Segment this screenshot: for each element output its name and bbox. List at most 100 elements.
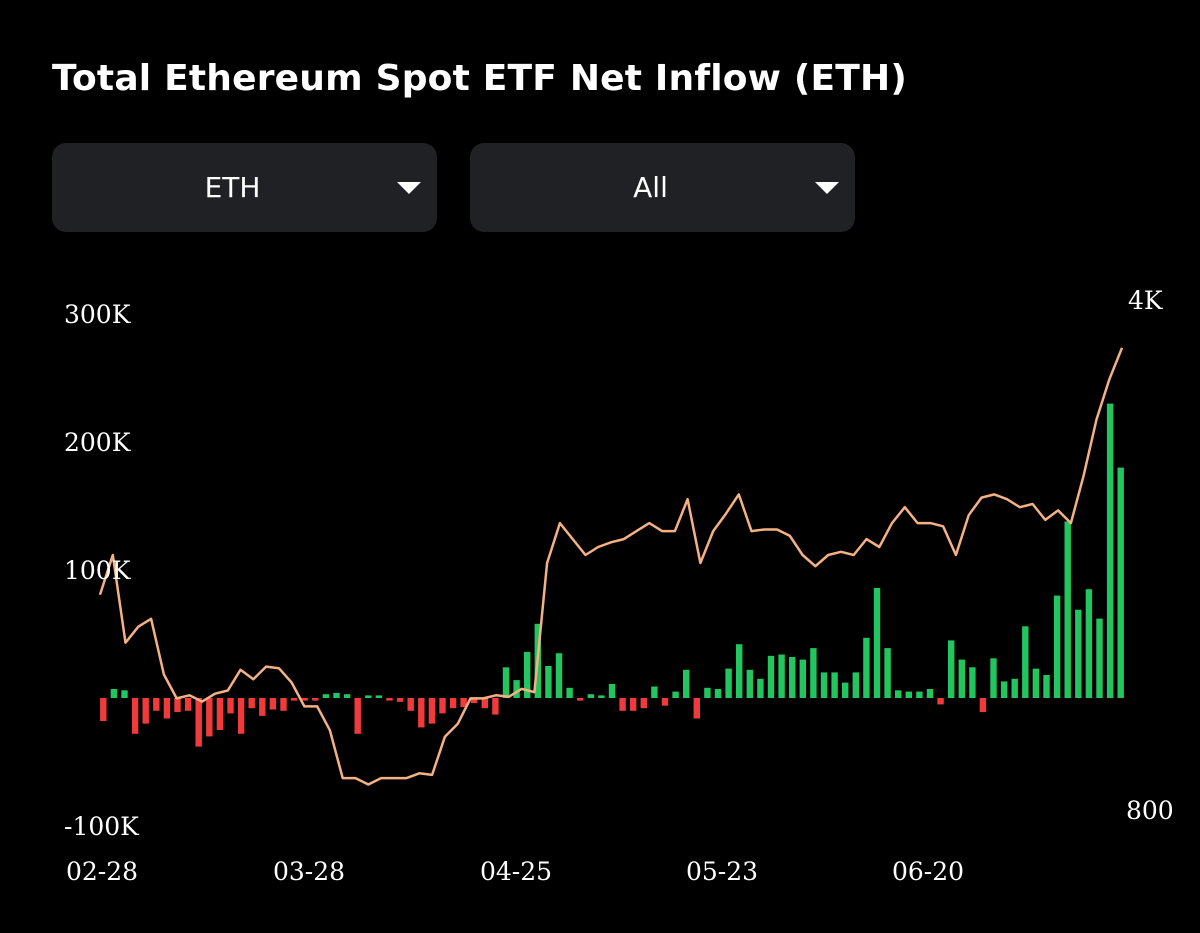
chevron-down-icon bbox=[815, 182, 839, 194]
inflow-bar bbox=[619, 698, 626, 711]
x-tick: 03-28 bbox=[273, 857, 345, 886]
inflow-bar bbox=[237, 698, 245, 734]
inflow-bar bbox=[375, 695, 383, 698]
inflow-bar bbox=[1106, 403, 1114, 698]
x-tick: 06-20 bbox=[892, 857, 964, 886]
inflow-bar bbox=[343, 694, 351, 698]
inflow-bar bbox=[895, 690, 902, 698]
inflow-bar bbox=[184, 698, 192, 711]
inflow-bar bbox=[195, 698, 202, 747]
inflow-bar bbox=[100, 698, 107, 721]
range-dropdown-value: All bbox=[633, 171, 668, 204]
inflow-bar bbox=[714, 689, 722, 698]
eth-price-line bbox=[98, 347, 1124, 786]
inflow-bar bbox=[471, 698, 478, 704]
inflow-bar bbox=[958, 659, 965, 698]
chevron-down-icon bbox=[397, 182, 421, 194]
inflow-bar bbox=[566, 687, 573, 698]
inflow-bar bbox=[651, 686, 658, 698]
inflow-bar bbox=[1000, 681, 1008, 698]
inflow-bar bbox=[1117, 467, 1124, 698]
y-left-tick: 100K bbox=[64, 556, 132, 585]
inflow-bar bbox=[789, 657, 796, 698]
inflow-bar bbox=[216, 698, 224, 730]
inflow-bar bbox=[926, 689, 934, 698]
unit-dropdown-value: ETH bbox=[204, 171, 261, 204]
inflow-bar bbox=[322, 694, 330, 698]
inflow-bar bbox=[640, 698, 647, 709]
inflow-bar bbox=[873, 587, 881, 698]
inflow-bar bbox=[555, 653, 563, 698]
y-right-tick: 800 bbox=[1126, 796, 1174, 825]
inflow-bar bbox=[439, 698, 446, 714]
inflow-bar bbox=[704, 687, 711, 698]
inflow-bar bbox=[757, 678, 764, 698]
inflow-bar bbox=[312, 698, 319, 701]
inflow-bar bbox=[449, 698, 457, 709]
inflow-bar bbox=[969, 667, 976, 698]
inflow-bar bbox=[577, 698, 584, 701]
inflow-bar bbox=[290, 698, 298, 701]
inflow-bar bbox=[916, 691, 923, 698]
inflow-bar bbox=[884, 648, 891, 698]
x-tick: 02-28 bbox=[66, 857, 138, 886]
inflow-bar bbox=[1075, 609, 1082, 698]
inflow-bar bbox=[736, 644, 743, 698]
y-left-tick: 200K bbox=[64, 428, 132, 457]
inflow-bar bbox=[863, 637, 870, 698]
inflow-bar bbox=[587, 694, 594, 698]
inflow-bar bbox=[121, 690, 128, 698]
inflow-bar bbox=[1032, 668, 1040, 698]
unit-dropdown[interactable]: ETH bbox=[52, 143, 437, 232]
inflow-bar bbox=[831, 672, 838, 698]
inflow-bar bbox=[661, 698, 669, 706]
inflow-bar bbox=[778, 654, 785, 698]
inflow-bar bbox=[683, 669, 690, 698]
inflow-bar bbox=[799, 659, 806, 698]
inflow-bar bbox=[852, 672, 859, 698]
inflow-bar bbox=[386, 698, 393, 701]
inflow-bar bbox=[937, 698, 944, 705]
inflow-bar bbox=[513, 680, 520, 698]
inflow-bar bbox=[407, 698, 414, 711]
x-tick: 05-23 bbox=[686, 857, 758, 886]
range-dropdown[interactable]: All bbox=[470, 143, 855, 232]
inflow-bar bbox=[502, 667, 510, 698]
inflow-bar bbox=[598, 695, 605, 698]
inflow-bar bbox=[174, 698, 181, 713]
inflow-bar bbox=[693, 698, 700, 719]
inflow-bar bbox=[206, 698, 213, 737]
inflow-bar bbox=[524, 651, 531, 698]
inflow-bar bbox=[842, 682, 849, 698]
inflow-bar bbox=[630, 698, 637, 711]
inflow-bar bbox=[746, 669, 753, 698]
inflow-bar bbox=[979, 698, 987, 713]
inflow-bar bbox=[820, 672, 828, 698]
x-tick: 04-25 bbox=[480, 857, 552, 886]
inflow-bar bbox=[163, 698, 171, 719]
inflow-bar bbox=[259, 698, 266, 716]
inflow-bar bbox=[672, 691, 679, 698]
inflow-bar bbox=[767, 655, 775, 698]
inflow-bar bbox=[142, 698, 149, 724]
y-left-tick: -100K bbox=[64, 812, 140, 841]
inflow-bar bbox=[1043, 675, 1050, 698]
inflow-bar bbox=[227, 698, 234, 714]
inflow-bar bbox=[810, 648, 817, 698]
inflow-bar bbox=[545, 666, 552, 698]
inflow-bar bbox=[269, 698, 277, 710]
inflow-bar bbox=[948, 640, 955, 698]
inflow-bar bbox=[1011, 678, 1018, 698]
inflow-bar bbox=[1085, 589, 1093, 698]
inflow-bar bbox=[153, 698, 160, 711]
inflow-bar bbox=[280, 698, 287, 711]
inflow-bar bbox=[725, 668, 732, 698]
inflow-bar bbox=[110, 689, 118, 698]
inflow-bar bbox=[418, 698, 425, 728]
inflow-bar bbox=[481, 698, 488, 709]
inflow-bar bbox=[354, 698, 361, 734]
page-title: Total Ethereum Spot ETF Net Inflow (ETH) bbox=[52, 58, 908, 99]
inflow-bar bbox=[365, 695, 372, 698]
